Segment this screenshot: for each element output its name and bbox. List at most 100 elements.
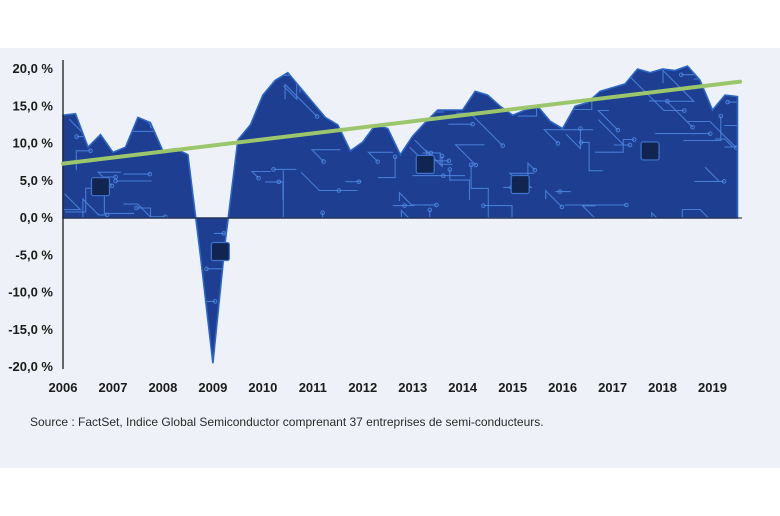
circuit-trace <box>324 102 362 113</box>
circuit-node <box>398 233 404 239</box>
circuit-trace <box>120 292 158 312</box>
circuit-trace <box>527 288 568 301</box>
area-layer <box>62 52 766 374</box>
circuit-trace <box>103 176 134 214</box>
circuit-trace <box>335 228 356 250</box>
chip-square <box>415 154 435 174</box>
circuit-trace <box>366 218 392 226</box>
circuit-node <box>271 167 276 172</box>
circuit-node <box>266 307 271 312</box>
circuit-trace <box>297 274 316 290</box>
circuit-node <box>721 179 727 184</box>
circuit-node <box>520 67 526 73</box>
circuit-trace <box>250 170 271 179</box>
circuit-node <box>718 113 724 119</box>
circuit-node <box>587 285 593 291</box>
circuit-node <box>402 203 407 208</box>
circuit-node <box>297 310 302 316</box>
x-tick-label: 2013 <box>398 380 427 395</box>
trend-line <box>61 79 742 166</box>
circuit-node <box>565 297 570 303</box>
circuit-trace <box>419 221 459 261</box>
circuit-trace <box>444 345 462 358</box>
circuit-node <box>307 357 313 362</box>
circuit-node <box>624 202 629 208</box>
circuit-node <box>635 289 641 294</box>
circuit-node <box>631 137 637 142</box>
circuit-trace <box>662 69 696 102</box>
circuit-trace <box>97 250 126 269</box>
circuit-trace <box>596 109 619 131</box>
circuit-node <box>236 266 241 272</box>
y-tick-label: 10,0 % <box>13 136 54 151</box>
circuit-node <box>397 245 403 251</box>
circuit-node <box>212 160 218 166</box>
circuit-node <box>353 253 358 258</box>
circuit-node <box>204 266 209 272</box>
circuit-node <box>455 75 460 80</box>
circuit-node <box>176 370 180 374</box>
circuit-node <box>254 66 259 72</box>
circuit-node <box>65 222 71 228</box>
circuit-node <box>314 114 320 119</box>
circuit-trace <box>677 247 708 268</box>
circuit-trace <box>537 319 563 346</box>
circuit-trace <box>595 138 635 153</box>
circuit-node <box>703 260 708 265</box>
circuit-node <box>198 105 203 110</box>
circuit-trace <box>343 67 375 86</box>
circuit-node <box>338 365 342 369</box>
circuit-node <box>134 205 139 211</box>
circuit-node <box>336 188 342 193</box>
chip-square <box>510 174 530 195</box>
circuit-node <box>491 90 496 95</box>
circuit-node <box>103 265 108 271</box>
circuit-node <box>690 124 695 130</box>
circuit-trace <box>158 66 178 77</box>
circuit-trace <box>565 128 581 150</box>
circuit-node <box>746 145 750 149</box>
circuit-trace <box>139 285 169 302</box>
circuit-trace <box>215 156 237 164</box>
circuit-trace <box>123 203 166 218</box>
circuit-trace <box>581 141 603 172</box>
circuit-trace <box>724 101 738 127</box>
x-tick-label: 2014 <box>448 380 478 395</box>
circuit-trace <box>354 255 386 286</box>
circuit-node <box>576 282 582 287</box>
circuit-node <box>563 104 569 110</box>
circuit-trace <box>687 120 737 149</box>
circuit-node <box>310 66 316 70</box>
circuit-node <box>560 90 566 96</box>
x-tick-label: 2019 <box>698 380 727 395</box>
circuit-node <box>532 167 538 173</box>
circuit-trace <box>481 304 522 343</box>
circuit-node <box>99 270 104 275</box>
circuit-trace <box>385 251 424 274</box>
circuit-node <box>705 264 710 270</box>
chip-layer <box>90 141 660 262</box>
circuit-node <box>394 314 399 319</box>
circuit-trace <box>715 138 738 148</box>
circuit-node <box>201 131 207 136</box>
circuit-node <box>455 323 461 329</box>
circuit-trace <box>131 328 159 341</box>
circuit-node <box>695 227 701 233</box>
y-tick-label: 15,0 % <box>13 98 54 113</box>
circuit-node <box>564 52 568 56</box>
circuit-trace <box>177 362 203 364</box>
circuit-node <box>500 143 505 148</box>
circuit-node <box>682 108 687 113</box>
x-tick-label: 2016 <box>548 380 577 395</box>
circuit-trace <box>449 169 471 200</box>
circuit-trace <box>182 89 201 109</box>
circuit-trace <box>542 129 594 144</box>
circuit-node <box>356 179 362 184</box>
circuit-trace <box>389 88 406 106</box>
circuit-trace <box>439 220 458 239</box>
circuit-node <box>612 346 618 352</box>
circuit-node <box>90 131 95 137</box>
circuit-node <box>762 335 766 339</box>
x-tick-label: 2006 <box>49 380 78 395</box>
circuit-node <box>481 203 486 208</box>
